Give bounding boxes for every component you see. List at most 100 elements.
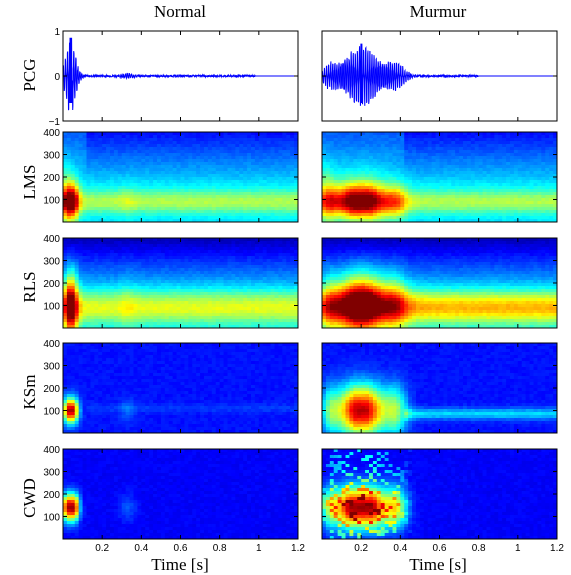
heatmap-cell: [149, 325, 154, 328]
heatmap-cell: [231, 177, 236, 181]
heatmap-cell: [196, 391, 201, 395]
heatmap-cell: [145, 247, 150, 251]
heatmap-cell: [137, 265, 142, 269]
heatmap-cell: [86, 256, 92, 260]
heatmap-cell: [247, 147, 252, 151]
heatmap-cell: [247, 207, 252, 211]
heatmap-cell: [145, 183, 150, 187]
heatmap-cell: [66, 132, 72, 136]
heatmap-cell: [137, 247, 142, 251]
heatmap-cell: [125, 253, 131, 257]
heatmap-cell: [274, 319, 280, 323]
heatmap-cell: [133, 259, 139, 263]
heatmap-cell: [223, 343, 229, 347]
heatmap-cell: [231, 364, 236, 368]
heatmap-cell: [117, 298, 123, 302]
heatmap-cell: [157, 367, 162, 371]
heatmap-cell: [247, 210, 252, 214]
heatmap-cell: [227, 132, 233, 136]
heatmap-cell: [223, 162, 229, 166]
heatmap-cell: [121, 168, 127, 172]
heatmap-cell: [106, 346, 111, 350]
heatmap-cell: [286, 210, 291, 214]
heatmap-cell: [66, 244, 72, 248]
heatmap-cell: [286, 319, 291, 323]
heatmap-cell: [172, 385, 178, 389]
heatmap-cell: [129, 186, 135, 190]
heatmap-cell: [207, 156, 213, 160]
heatmap-cell: [168, 271, 174, 275]
heatmap-cell: [204, 313, 209, 317]
heatmap-cell: [258, 286, 264, 290]
heatmap-cell: [102, 238, 107, 242]
heatmap-cell: [78, 313, 84, 317]
heatmap-cell: [145, 307, 150, 311]
heatmap-cell: [137, 412, 142, 416]
heatmap-cell: [110, 277, 115, 281]
heatmap-cell: [243, 141, 248, 145]
heatmap-cell: [78, 352, 84, 356]
heatmap-cell: [172, 138, 178, 142]
heatmap-cell: [106, 310, 111, 314]
heatmap-cell: [247, 292, 252, 296]
heatmap-cell: [200, 138, 205, 142]
heatmap-cell: [133, 373, 139, 377]
heatmap-cell: [66, 201, 72, 205]
heatmap-cell: [192, 210, 197, 214]
heatmap-cell: [184, 295, 189, 299]
heatmap-cell: [117, 144, 123, 148]
heatmap-cell: [63, 204, 68, 208]
heatmap-cell: [82, 409, 88, 413]
heatmap-cell: [149, 210, 154, 214]
heatmap-cell: [204, 207, 209, 211]
heatmap-cell: [207, 418, 213, 422]
heatmap-cell: [286, 289, 291, 293]
heatmap-cell: [149, 204, 154, 208]
heatmap-cell: [133, 361, 139, 365]
heatmap-cell: [133, 153, 139, 157]
heatmap-cell: [200, 427, 205, 431]
heatmap-cell: [157, 355, 162, 359]
heatmap-cell: [200, 256, 205, 260]
heatmap-cell: [172, 379, 178, 383]
heatmap-cell: [141, 174, 146, 178]
heatmap-cell: [113, 259, 119, 263]
heatmap-cell: [172, 424, 178, 428]
heatmap-cell: [164, 364, 170, 368]
heatmap-cell: [180, 195, 186, 199]
heatmap-cell: [290, 186, 295, 190]
heatmap-cell: [215, 355, 221, 359]
heatmap-cell: [125, 204, 131, 208]
heatmap-cell: [211, 207, 217, 211]
heatmap-cell: [106, 394, 111, 398]
heatmap-cell: [78, 430, 84, 433]
heatmap-cell: [86, 165, 92, 169]
heatmap-cell: [74, 210, 80, 214]
heatmap-cell: [90, 385, 95, 389]
heatmap-cell: [200, 180, 205, 184]
heatmap-cell: [63, 343, 68, 347]
heatmap-cell: [78, 361, 84, 365]
heatmap-cell: [290, 180, 295, 184]
freq-y-tick-label: 100: [43, 302, 60, 313]
heatmap-cell: [90, 271, 95, 275]
heatmap-cell: [160, 177, 166, 181]
heatmap-cell: [227, 207, 233, 211]
heatmap-cell: [133, 313, 139, 317]
heatmap-cell: [164, 307, 170, 311]
heatmap-cell: [160, 361, 166, 365]
heatmap-cell: [254, 274, 260, 278]
heatmap-cell: [74, 361, 80, 365]
heatmap-cell: [239, 289, 244, 293]
heatmap-cell: [164, 313, 170, 317]
heatmap-cell: [125, 135, 131, 139]
heatmap-cell: [211, 283, 217, 287]
heatmap-cell: [137, 400, 142, 404]
heatmap-cell: [290, 195, 295, 199]
heatmap-cell: [266, 147, 272, 151]
heatmap-cell: [286, 174, 291, 178]
heatmap-cell: [157, 189, 162, 193]
heatmap-cell: [90, 400, 95, 404]
heatmap-cell: [153, 150, 158, 154]
heatmap-cell: [286, 313, 291, 317]
